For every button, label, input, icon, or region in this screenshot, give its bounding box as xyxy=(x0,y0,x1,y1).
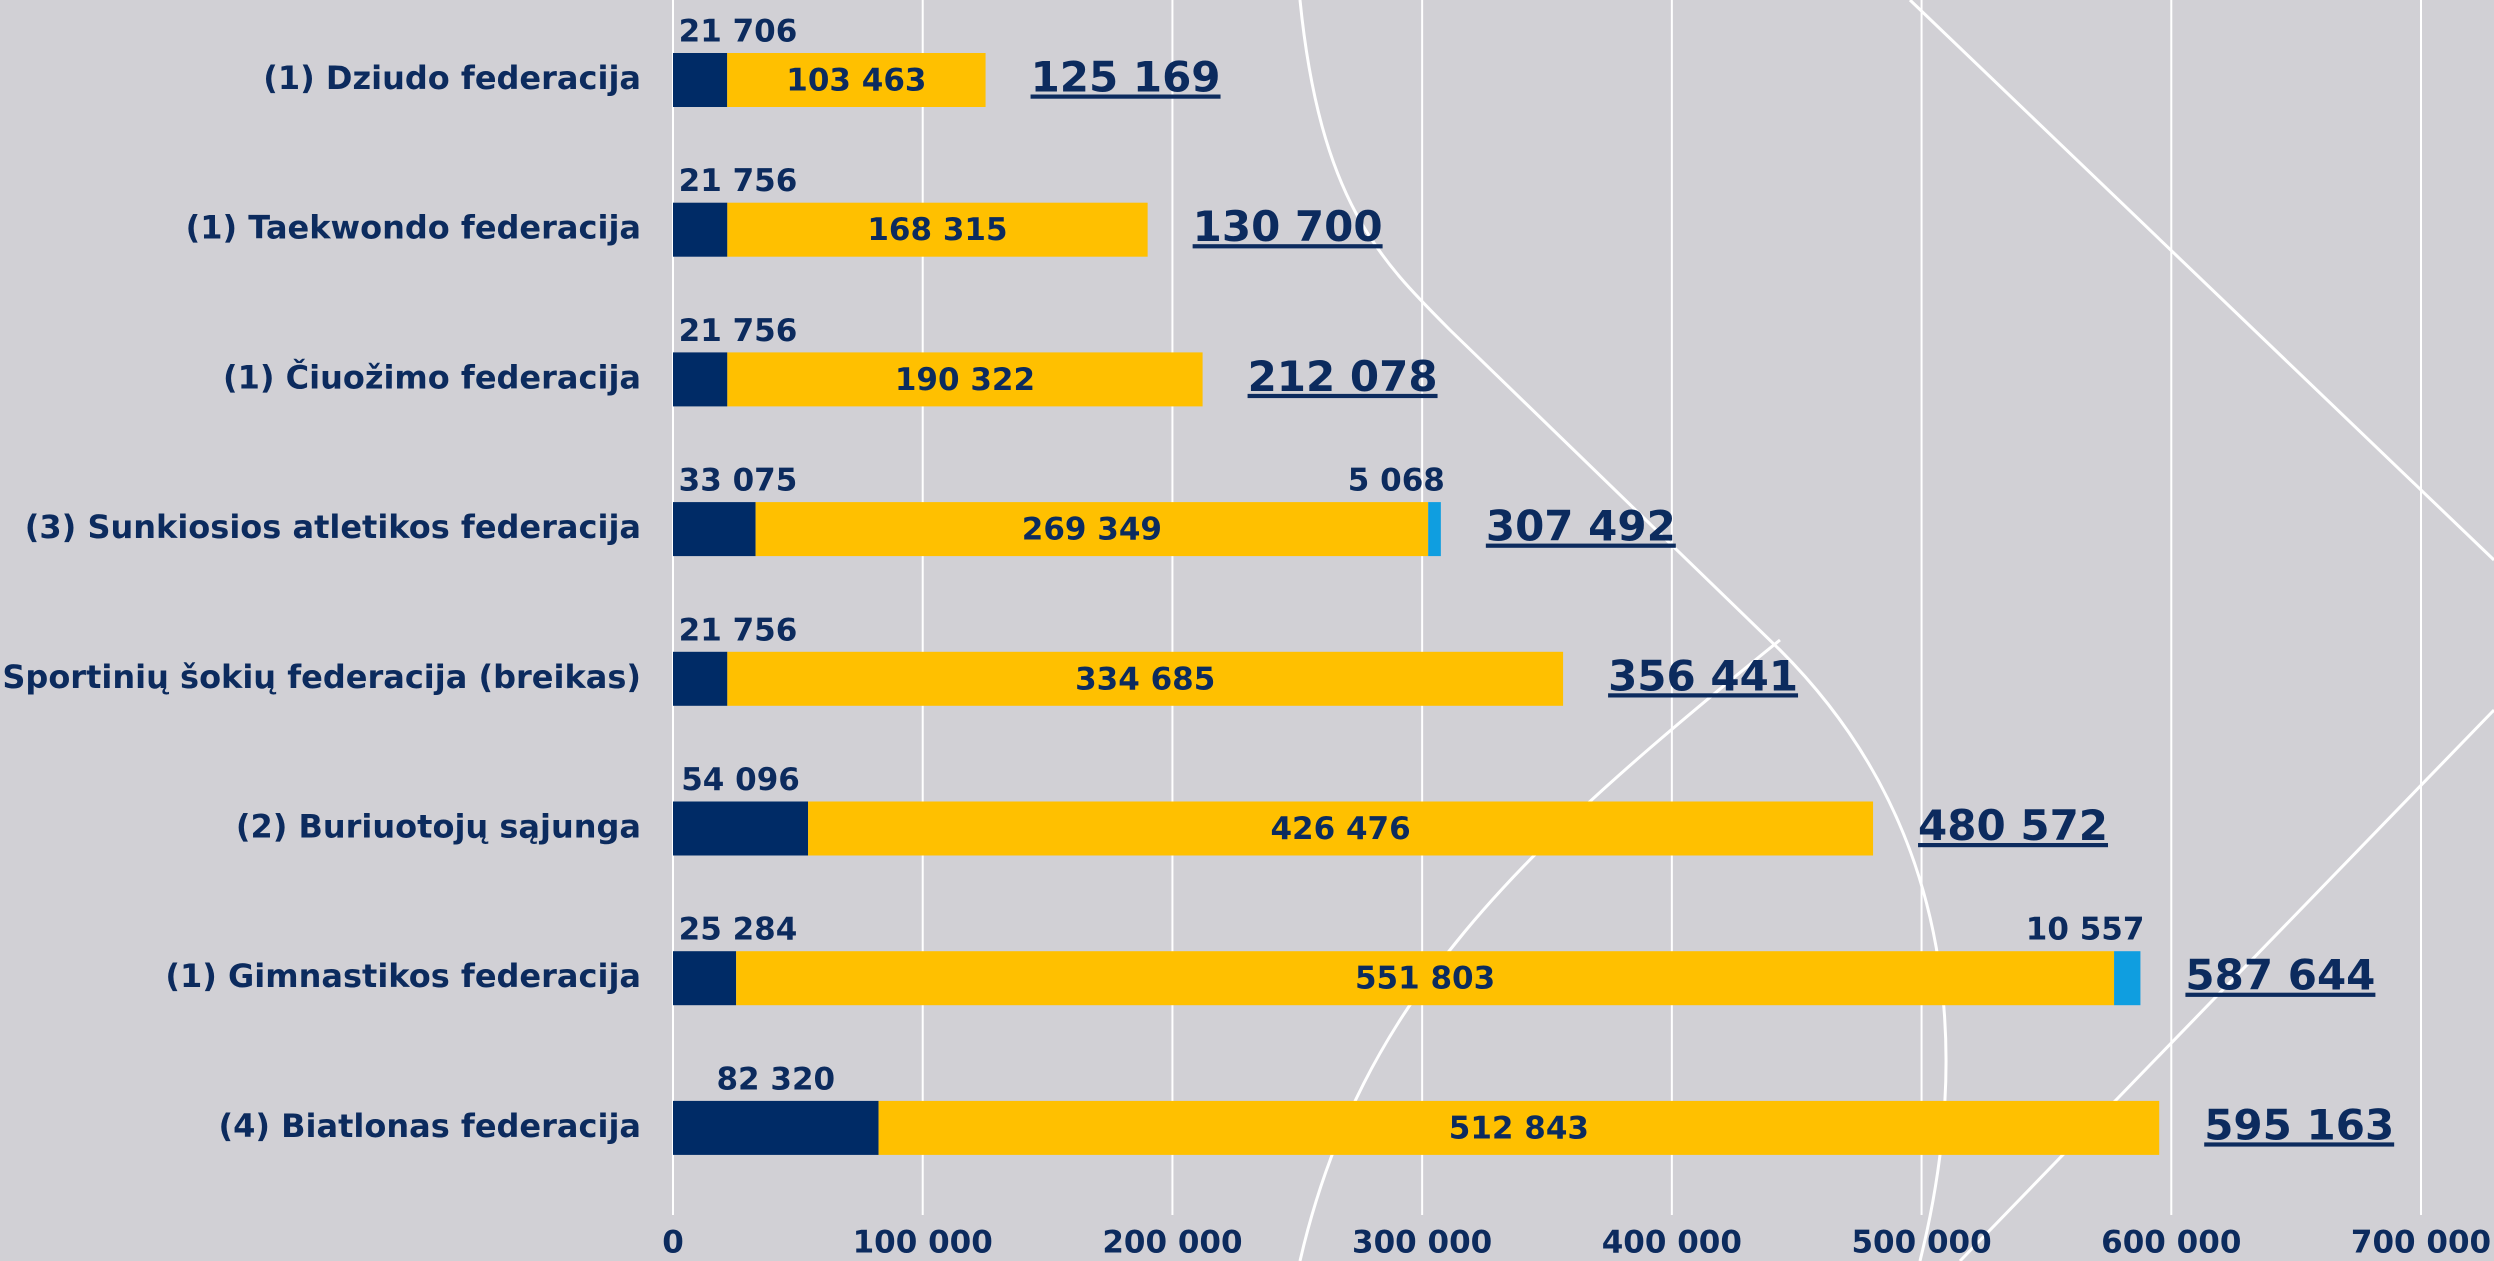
value-label: 21 756 xyxy=(679,313,798,349)
category-label: (1) Dziudo federacija xyxy=(263,59,641,97)
value-label: 426 476 xyxy=(1270,811,1410,847)
total-label: 130 700 xyxy=(1193,202,1383,251)
value-label: 21 706 xyxy=(679,14,798,50)
value-label: 103 463 xyxy=(786,63,926,99)
total-label: 356 441 xyxy=(1608,651,1798,700)
total-label: 480 572 xyxy=(1918,801,2108,850)
bar-segment xyxy=(1428,502,1441,557)
marks: (1) Dziudo federacija 21 706 103 463 125 16… xyxy=(0,14,2394,1155)
bar-segment xyxy=(755,502,1429,557)
category-label: (3) Sunkiosios atletikos federacija xyxy=(25,508,641,546)
x-tick-label: 100 000 xyxy=(853,1225,993,1261)
category-label: (1) Taekwondo federacija xyxy=(186,209,641,247)
bar-segment xyxy=(673,801,809,856)
bar-segment xyxy=(727,202,1148,257)
bar-segment xyxy=(673,352,728,407)
total-label: 307 492 xyxy=(1486,502,1676,551)
x-tick-label: 400 000 xyxy=(1602,1225,1742,1261)
bar-segment xyxy=(673,651,728,706)
value-label: 25 284 xyxy=(679,912,798,948)
bar-segment xyxy=(673,202,728,257)
category-label: (4) Biatlonas federacija xyxy=(218,1107,641,1145)
x-tick-label: 300 000 xyxy=(1352,1225,1492,1261)
value-label: 21 756 xyxy=(679,612,798,648)
value-label: 5 068 xyxy=(1348,463,1445,499)
bar-segment xyxy=(727,53,986,107)
value-label: 21 756 xyxy=(679,163,798,199)
value-label: 168 315 xyxy=(867,212,1007,248)
x-tick-label: 700 000 xyxy=(2351,1225,2491,1261)
grid: 0 100 000 200 000 300 000 400 000 500 000 600 … xyxy=(662,0,2491,1261)
category-label: (1) Gimnastikos federacija xyxy=(165,957,641,995)
category-label: (2) Buriuotojų sąjunga xyxy=(236,808,641,846)
value-label: 512 843 xyxy=(1449,1110,1589,1146)
decoration xyxy=(1298,0,2494,1261)
value-label: 551 803 xyxy=(1355,961,1495,997)
bar-segment xyxy=(673,502,756,557)
bar-segment xyxy=(808,801,1874,856)
bar-segment xyxy=(727,352,1203,407)
bar-segment xyxy=(2114,951,2141,1006)
x-tick-label: 200 000 xyxy=(1102,1225,1242,1261)
total-label: 212 078 xyxy=(1248,352,1438,401)
x-tick-label: 500 000 xyxy=(1851,1225,1991,1261)
value-label: 10 557 xyxy=(2026,912,2145,948)
bar-segment xyxy=(673,951,737,1006)
bar-segment xyxy=(673,1100,879,1155)
category-label: (1) Sportinių šokių federacija (breikas) xyxy=(0,658,641,696)
bar-segment xyxy=(673,53,728,107)
x-tick-label: 0 xyxy=(662,1225,684,1261)
bar-segment xyxy=(727,651,1564,706)
value-label: 334 685 xyxy=(1075,661,1215,697)
value-label: 54 096 xyxy=(681,762,800,798)
value-label: 82 320 xyxy=(716,1061,835,1097)
x-tick-label: 600 000 xyxy=(2101,1225,2241,1261)
category-label: (1) Čiuožimo federacija xyxy=(223,357,641,396)
total-label: 125 169 xyxy=(1031,53,1221,102)
value-label: 33 075 xyxy=(679,463,798,499)
value-label: 190 322 xyxy=(895,362,1035,398)
total-label: 595 163 xyxy=(2204,1100,2394,1149)
value-label: 269 349 xyxy=(1022,512,1162,548)
bar-segment xyxy=(736,951,2115,1006)
total-label: 587 644 xyxy=(2185,951,2375,1000)
bar-segment xyxy=(878,1100,2160,1155)
